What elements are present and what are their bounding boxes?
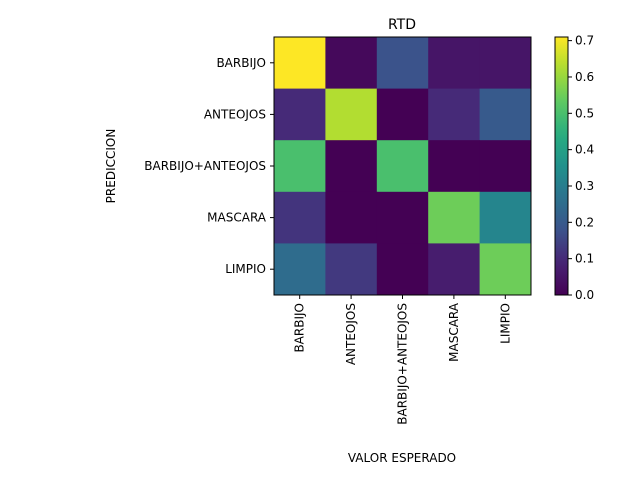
heatmap-cell <box>325 37 378 90</box>
heatmap-cell <box>428 243 481 296</box>
x-tick-label: BARBIJO+ANTEOJOS <box>396 303 410 425</box>
heatmap-cell <box>428 37 481 90</box>
y-tick-label: LIMPIO <box>225 262 266 276</box>
heatmap-cell <box>325 191 378 244</box>
heatmap-cell <box>376 140 429 193</box>
colorbar-tick-label: 0.5 <box>575 106 594 120</box>
heatmap-cell <box>274 191 326 244</box>
heatmap-cell <box>376 37 429 90</box>
heatmap-cell <box>479 191 532 244</box>
colorbar-tick-label: 0.2 <box>575 215 594 229</box>
heatmap-cell <box>376 191 429 244</box>
colorbar-ticks: 0.0 0.1 0.2 0.3 0.4 0.5 0.6 0.7 <box>568 34 594 302</box>
colorbar-tick-label: 0.4 <box>575 143 594 157</box>
heatmap-cell <box>479 37 532 90</box>
heatmap-cell <box>479 140 532 193</box>
heatmap-cell <box>479 88 532 141</box>
heatmap-cell <box>274 37 326 90</box>
colorbar-tick-label: 0.6 <box>575 70 594 84</box>
y-axis-label: PREDICCION <box>104 129 118 204</box>
heatmap-cell <box>325 88 378 141</box>
y-tick-label: BARBIJO+ANTEOJOS <box>144 159 266 173</box>
heatmap-cell <box>325 243 378 296</box>
heatmap-cell <box>274 243 326 296</box>
colorbar-tick-label: 0.1 <box>575 252 594 266</box>
colorbar-tick-label: 0.0 <box>575 288 594 302</box>
heatmap-cell <box>274 140 326 193</box>
heatmap-cell <box>479 243 532 296</box>
x-tick-label: MASCARA <box>447 302 461 362</box>
heatmap-cells <box>274 37 532 296</box>
y-tick-label: MASCARA <box>207 211 267 225</box>
x-tick-label: LIMPIO <box>498 303 512 344</box>
colorbar-tick-label: 0.3 <box>575 179 594 193</box>
colorbar <box>554 36 569 296</box>
heatmap-cell <box>376 88 429 141</box>
x-axis-label: VALOR ESPERADO <box>348 451 456 465</box>
colorbar-tick-label: 0.7 <box>575 34 594 48</box>
heatmap-cell <box>325 140 378 193</box>
x-tick-label: BARBIJO <box>293 303 307 353</box>
x-axis-ticks: BARBIJO ANTEOJOS BARBIJO+ANTEOJOS MASCARA LI… <box>293 295 512 425</box>
heatmap-cell <box>376 243 429 296</box>
heatmap-cell <box>428 88 481 141</box>
chart-title: RTD <box>388 17 416 33</box>
heatmap-cell <box>274 88 326 141</box>
heatmap-cell <box>428 191 481 244</box>
heatmap-cell <box>428 140 481 193</box>
y-tick-label: ANTEOJOS <box>204 107 266 121</box>
x-tick-label: ANTEOJOS <box>344 303 358 365</box>
y-tick-label: BARBIJO <box>216 56 266 70</box>
y-axis-ticks: BARBIJO ANTEOJOS BARBIJO+ANTEOJOS MASCARA LI… <box>144 56 274 276</box>
